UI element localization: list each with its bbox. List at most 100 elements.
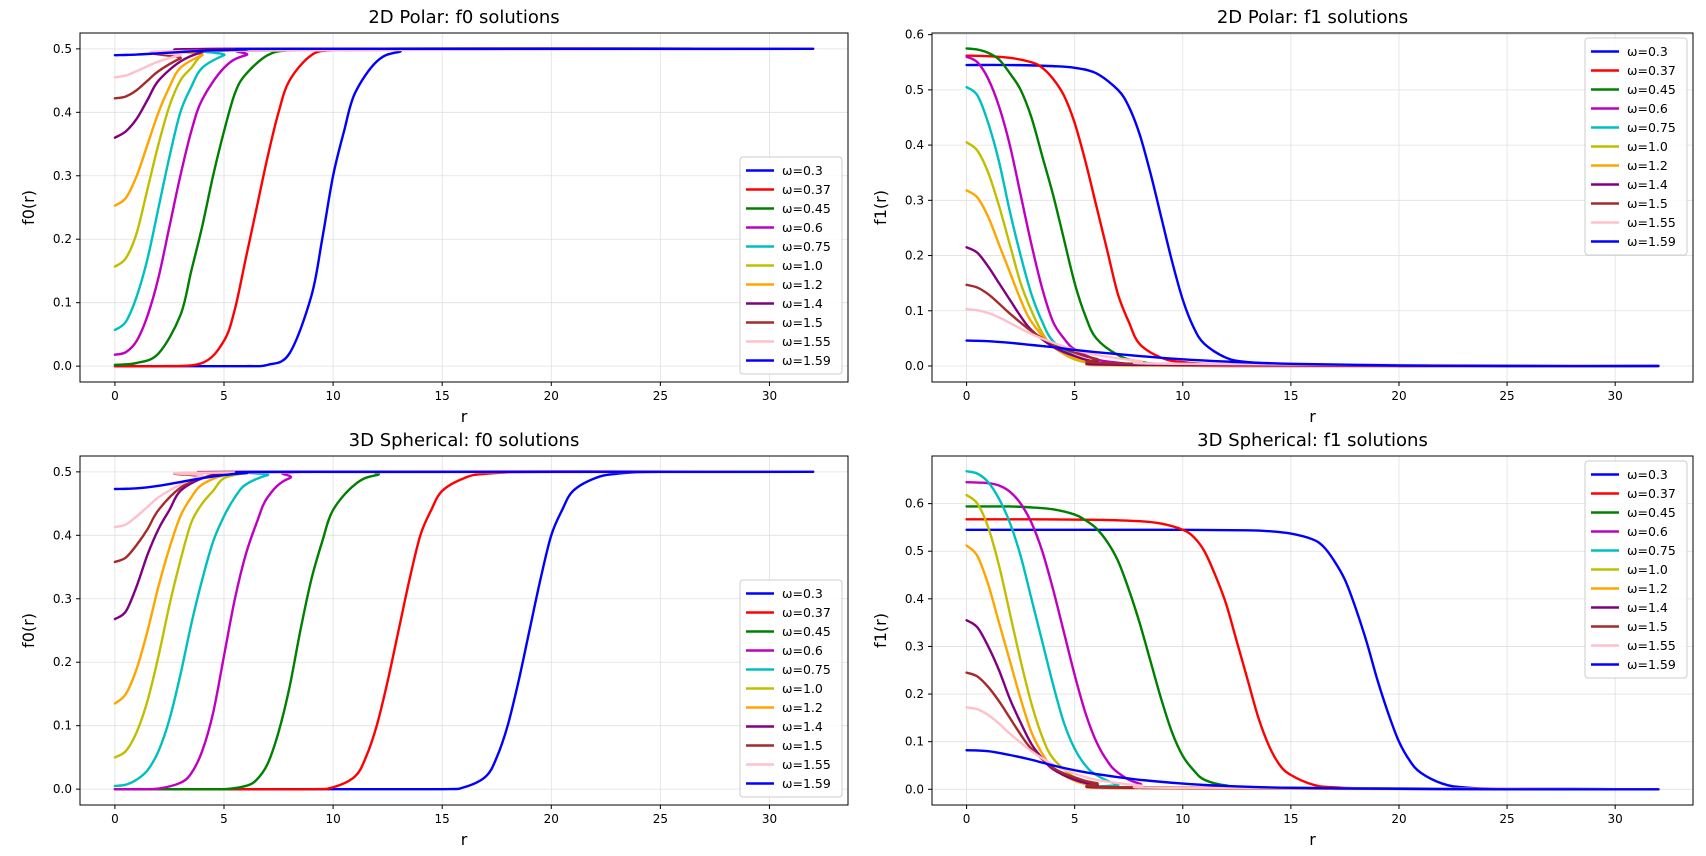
legend-label-omega-1-2: ω=1.2 (782, 277, 823, 292)
legend-label-omega-1-59: ω=1.59 (1627, 657, 1676, 672)
legend-label-omega-1-5: ω=1.5 (1627, 619, 1668, 634)
legend-label-omega-1-4: ω=1.4 (1627, 600, 1668, 615)
series-line-omega-1-59 (965, 749, 1660, 791)
x-tick-label: 30 (1608, 812, 1623, 826)
legend-label-omega-1-0: ω=1.0 (1627, 562, 1668, 577)
y-tick-label: 0.2 (905, 249, 924, 263)
legend-label-omega-0-45: ω=0.45 (1627, 505, 1676, 520)
y-tick-label: 0.1 (905, 735, 924, 749)
y-tick-label: 0.3 (905, 193, 924, 207)
legend-label-omega-1-2: ω=1.2 (782, 700, 823, 715)
panel-2d-polar-f1: 0 5 10 15 20 25 30 0.0 0.1 0.2 0.3 0.4 0.5 0.6 2D Pol… (871, 7, 1694, 426)
series-line-omega-0-6 (113, 47, 815, 356)
legend-label-omega-1-5: ω=1.5 (1627, 196, 1668, 211)
legend: ω=0.3 ω=0.37 ω=0.45 ω=0.6 ω=0.75 ω=1.0 ω=1.2 ω=… (739, 156, 843, 375)
series-line-omega-1-0 (113, 47, 815, 268)
series-line-omega-1-2 (113, 470, 815, 705)
y-tick-label: 0.3 (53, 592, 72, 606)
legend-label-omega-0-3: ω=0.3 (782, 586, 823, 601)
x-tick-label: 5 (220, 812, 228, 826)
legend-label-omega-0-75: ω=0.75 (1627, 120, 1676, 135)
legend-label-omega-0-6: ω=0.6 (782, 643, 823, 658)
y-tick-label: 0.5 (905, 83, 924, 97)
series-line-omega-1-4 (113, 47, 815, 139)
plot-frame (79, 32, 849, 383)
series-line-omega-0-6 (965, 480, 1660, 791)
x-tick-label: 10 (1175, 812, 1190, 826)
y-axis-label: f0(r) (19, 613, 38, 648)
series-line-omega-0-75 (113, 470, 815, 788)
x-tick-label: 30 (1608, 389, 1623, 403)
plot-frame (931, 32, 1694, 383)
y-tick-label: 0.0 (53, 782, 72, 796)
x-tick-label: 10 (325, 389, 340, 403)
plot-frame (931, 455, 1694, 806)
x-tick-label: 0 (963, 812, 971, 826)
legend-label-omega-1-55: ω=1.55 (1627, 638, 1676, 653)
y-tick-label: 0.4 (53, 105, 72, 119)
series-line-omega-1-55 (965, 706, 1660, 791)
panel-3d-spherical-f1: 0 5 10 15 20 25 30 0.0 0.1 0.2 0.3 0.4 0.5 0.6 3D Sph… (871, 430, 1694, 849)
y-tick-label: 0.6 (905, 497, 924, 511)
panel-2d-polar-f0: 0 5 10 15 20 25 30 0.0 0.1 0.2 0.3 0.4 0.5 2D Polar:… (19, 7, 849, 426)
x-tick-label: 25 (1499, 389, 1514, 403)
plot-frame (79, 455, 849, 806)
x-tick-label: 20 (544, 389, 559, 403)
panel-title: 2D Polar: f1 solutions (1217, 7, 1408, 28)
x-tick-label: 15 (435, 812, 450, 826)
x-tick-label: 5 (220, 389, 228, 403)
x-axis-label: r (1309, 407, 1316, 426)
y-tick-label: 0.2 (53, 655, 72, 669)
panel-title: 3D Spherical: f0 solutions (349, 430, 580, 451)
legend-label-omega-1-55: ω=1.55 (1627, 215, 1676, 230)
x-tick-label: 10 (325, 812, 340, 826)
series-line-omega-0-3 (113, 47, 815, 368)
legend-label-omega-0-37: ω=0.37 (1627, 63, 1676, 78)
series-line-omega-1-2 (965, 544, 1660, 791)
panel-title: 2D Polar: f0 solutions (368, 7, 559, 28)
y-tick-label: 0.5 (53, 42, 72, 56)
x-tick-label: 5 (1071, 812, 1079, 826)
legend-label-omega-0-37: ω=0.37 (1627, 486, 1676, 501)
legend-label-omega-1-4: ω=1.4 (782, 296, 823, 311)
x-tick-label: 25 (653, 389, 668, 403)
y-axis-label: f0(r) (19, 190, 38, 225)
x-tick-label: 15 (1283, 389, 1298, 403)
legend-label-omega-1-4: ω=1.4 (782, 719, 823, 734)
legend-label-omega-0-3: ω=0.3 (782, 163, 823, 178)
legend-label-omega-1-2: ω=1.2 (1627, 581, 1668, 596)
series-line-omega-0-6 (113, 470, 815, 791)
legend-label-omega-0-37: ω=0.37 (782, 182, 831, 197)
y-tick-label: 0.3 (905, 639, 924, 653)
x-tick-label: 0 (963, 389, 971, 403)
legend-frame (739, 579, 843, 798)
series-line-omega-0-37 (113, 47, 815, 368)
series-line-omega-0-37 (965, 518, 1660, 791)
y-tick-label: 0.4 (905, 138, 924, 152)
x-tick-label: 20 (544, 812, 559, 826)
legend-label-omega-0-75: ω=0.75 (782, 662, 831, 677)
series-line-omega-0-3 (965, 528, 1660, 791)
legend-label-omega-1-55: ω=1.55 (782, 757, 831, 772)
y-tick-label: 0.1 (53, 719, 72, 733)
legend-label-omega-1-5: ω=1.5 (782, 315, 823, 330)
panel-title: 3D Spherical: f1 solutions (1197, 430, 1428, 451)
y-tick-label: 0.1 (53, 296, 72, 310)
x-tick-label: 15 (1283, 812, 1298, 826)
legend-frame (739, 156, 843, 375)
y-tick-label: 0.2 (905, 687, 924, 701)
x-tick-label: 30 (762, 812, 777, 826)
legend-label-omega-0-37: ω=0.37 (782, 605, 831, 620)
legend-label-omega-0-6: ω=0.6 (782, 220, 823, 235)
legend-label-omega-0-6: ω=0.6 (1627, 101, 1668, 116)
series-line-omega-0-75 (113, 47, 815, 332)
legend-frame (1584, 37, 1688, 256)
series-line-omega-1-59 (965, 339, 1660, 368)
series-line-omega-0-6 (965, 55, 1660, 368)
series-line-omega-1-55 (113, 470, 815, 529)
y-axis-label: f1(r) (871, 190, 890, 225)
legend-label-omega-1-2: ω=1.2 (1627, 158, 1668, 173)
legend-label-omega-0-45: ω=0.45 (1627, 82, 1676, 97)
y-tick-label: 0.4 (53, 528, 72, 542)
